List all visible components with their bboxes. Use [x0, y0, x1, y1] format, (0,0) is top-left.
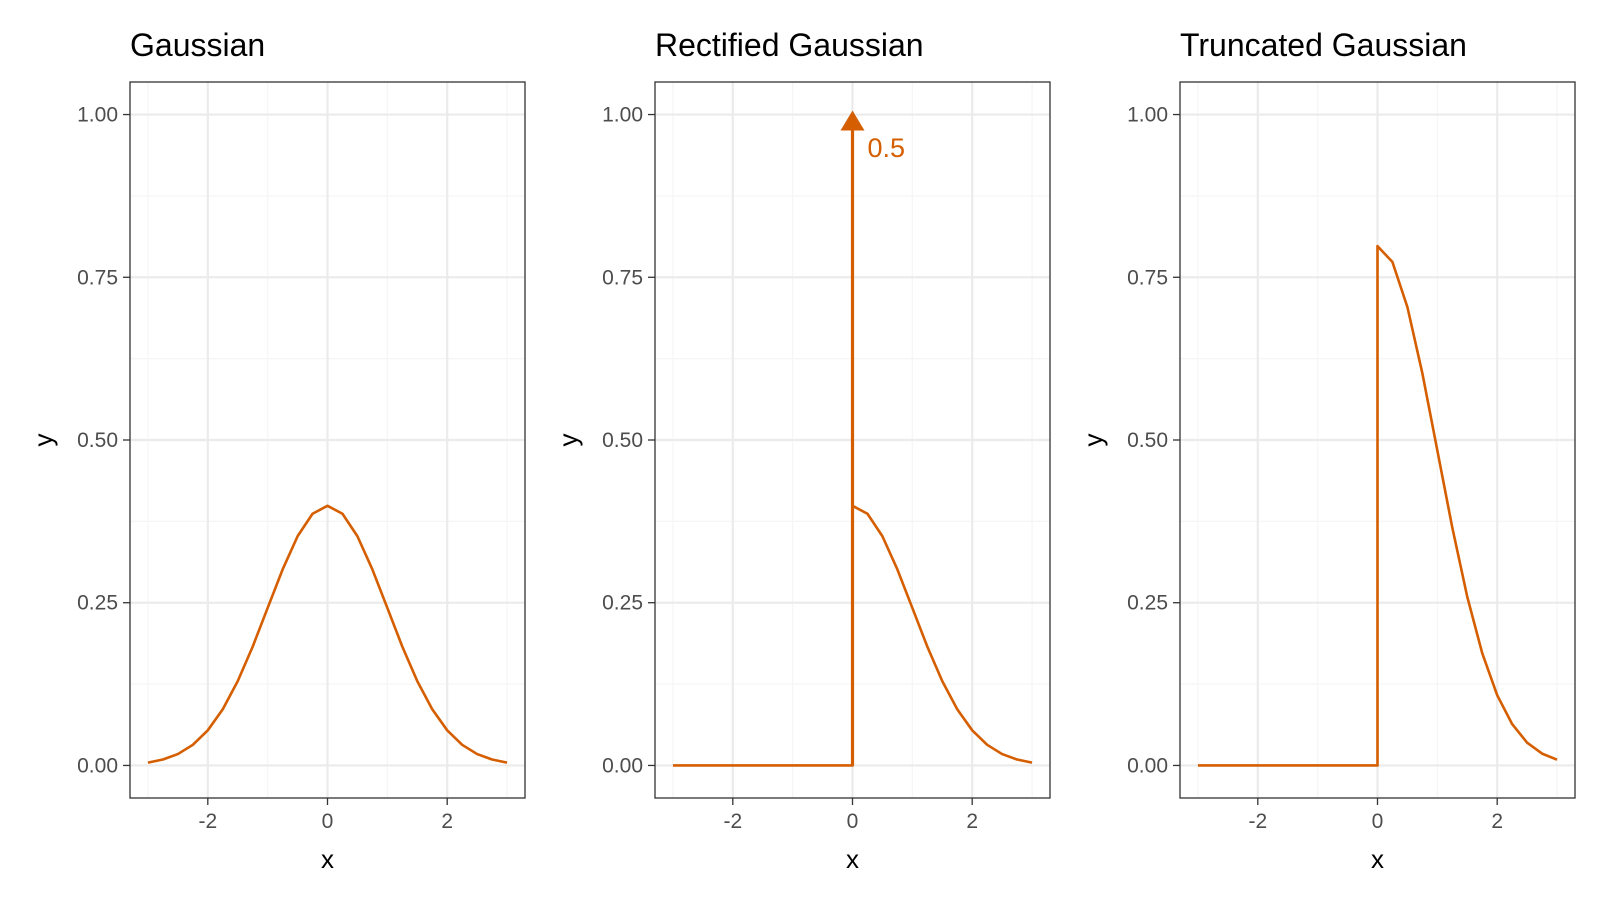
- x-axis-label: x: [321, 844, 334, 874]
- x-tick-label: -2: [198, 810, 217, 833]
- x-tick-label: -2: [1248, 810, 1267, 833]
- y-tick-label: 1.00: [602, 104, 643, 127]
- y-tick-label: 0.25: [77, 592, 118, 615]
- x-tick-label: 2: [1491, 810, 1503, 833]
- y-axis-label: y: [1078, 434, 1108, 447]
- y-tick-label: 0.00: [602, 754, 643, 777]
- y-tick-label: 0.75: [602, 266, 643, 289]
- y-tick-label: 1.00: [1127, 104, 1168, 127]
- chart-panel-1: 0.00 0.25 0.50 0.75 1.00 -2 0 2 x y Gaussian: [28, 27, 526, 874]
- y-tick-label: 0.50: [1127, 429, 1168, 452]
- chart-title: Gaussian: [130, 27, 265, 63]
- y-tick-label: 0.75: [1127, 266, 1168, 289]
- x-tick-label: 2: [966, 810, 978, 833]
- spike-arrow-head: [840, 110, 865, 131]
- chart-title: Rectified Gaussian: [655, 27, 924, 63]
- chart-panel-3: 0.00 0.25 0.50 0.75 1.00 -2 0 2 x y Truncated Gaus…: [1078, 27, 1576, 874]
- x-axis-label: x: [1371, 844, 1384, 874]
- y-tick-label: 0.50: [77, 429, 118, 452]
- chart-title: Truncated Gaussian: [1180, 27, 1467, 63]
- x-tick-label: 0: [322, 810, 334, 833]
- spike-label: 0.5: [867, 133, 905, 163]
- x-tick-label: 2: [441, 810, 453, 833]
- x-tick-label: -2: [723, 810, 742, 833]
- x-tick-label: 0: [847, 810, 859, 833]
- y-tick-label: 0.50: [602, 429, 643, 452]
- series-line-1: [147, 504, 508, 764]
- y-tick-label: 0.25: [602, 592, 643, 615]
- y-tick-label: 0.25: [1127, 592, 1168, 615]
- y-axis-label: y: [553, 434, 583, 447]
- y-tick-label: 1.00: [77, 104, 118, 127]
- chart-panel-2: 0.5 0.00 0.25 0.50 0.75 1.00 -2 0 2 x y Rectified G…: [553, 27, 1051, 874]
- series-line-1: [1197, 244, 1558, 767]
- x-tick-label: 0: [1372, 810, 1384, 833]
- y-tick-label: 0.00: [77, 754, 118, 777]
- y-tick-label: 0.75: [77, 266, 118, 289]
- x-axis-label: x: [846, 844, 859, 874]
- y-tick-label: 0.00: [1127, 754, 1168, 777]
- y-axis-label: y: [28, 434, 58, 447]
